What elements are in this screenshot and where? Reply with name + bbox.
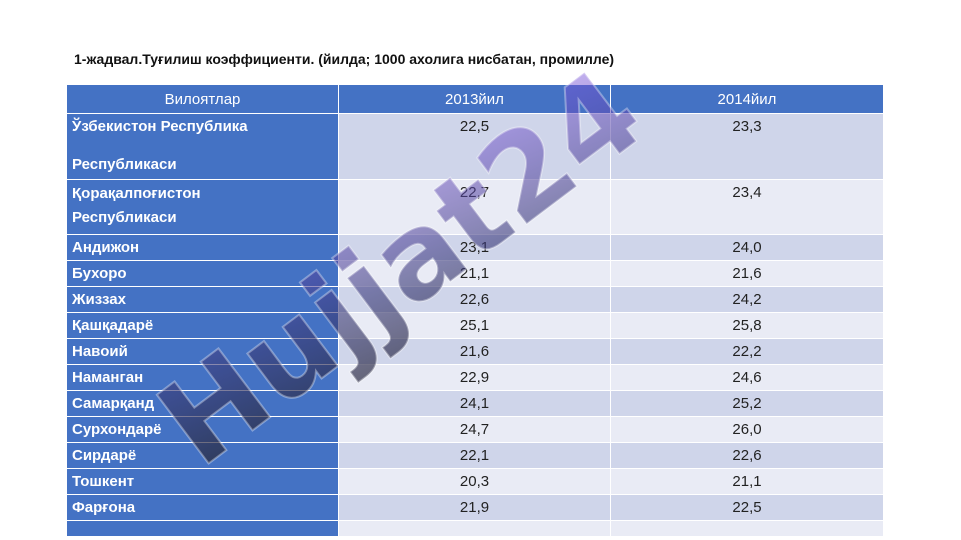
value-2014: 24,6 [610, 364, 884, 391]
region-cell: Самарқанд [66, 390, 339, 417]
value-2014: 25,8 [610, 312, 884, 339]
value-2014: 24,0 [610, 234, 884, 261]
value-2013: 25,1 [338, 312, 611, 339]
value-2013: 24,1 [338, 390, 611, 417]
table-row: Фарғона 21,9 22,5 [66, 494, 884, 521]
value-2014: 21,1 [610, 468, 884, 495]
region-cell: Қашқадарё [66, 312, 339, 339]
table-row: Андижон 23,1 24,0 [66, 234, 884, 261]
value-2013: 24,7 [338, 416, 611, 443]
value-2014 [610, 520, 884, 537]
table-row: Сурхондарё 24,7 26,0 [66, 416, 884, 443]
region-cell: Андижон [66, 234, 339, 261]
value-2014: 26,0 [610, 416, 884, 443]
value-2014: 23,4 [610, 179, 884, 235]
column-header-region: Вилоятлар [66, 85, 339, 114]
region-cell: Сурхондарё [66, 416, 339, 443]
region-cell: Фарғона [66, 494, 339, 521]
value-2013: 22,7 [338, 179, 611, 235]
region-cell: Навоий [66, 338, 339, 365]
value-2014: 21,6 [610, 260, 884, 287]
region-cell: Қорақалпоғистон Республикаси [66, 179, 339, 235]
value-2013: 23,1 [338, 234, 611, 261]
region-name-line2: Республикаси [72, 156, 177, 173]
value-2013 [338, 520, 611, 537]
table-row: Ўзбекистон Республика Республикаси 22,5 … [66, 113, 884, 180]
table-row: Жиззах 22,6 24,2 [66, 286, 884, 313]
table-row: Навоий 21,6 22,2 [66, 338, 884, 365]
column-header-2014: 2014йил [610, 85, 884, 114]
table-title: 1-жадвал.Туғилиш коэффициенти. (йилда; 1… [74, 51, 615, 67]
table-row: Бухоро 21,1 21,6 [66, 260, 884, 287]
region-cell: Сирдарё [66, 442, 339, 469]
region-name-line1: Ўзбекистон Республика [72, 118, 248, 135]
value-2013: 22,9 [338, 364, 611, 391]
value-2013: 21,9 [338, 494, 611, 521]
table-row: Наманган 22,9 24,6 [66, 364, 884, 391]
birth-rate-table: Вилоятлар 2013йил 2014йил Ўзбекистон Рес… [66, 85, 884, 537]
region-cell: Тошкент [66, 468, 339, 495]
table-row: Қашқадарё 25,1 25,8 [66, 312, 884, 339]
region-name-line1: Қорақалпоғистон [72, 185, 201, 202]
value-2014: 22,6 [610, 442, 884, 469]
value-2014: 24,2 [610, 286, 884, 313]
value-2013: 21,6 [338, 338, 611, 365]
value-2014: 25,2 [610, 390, 884, 417]
value-2013: 21,1 [338, 260, 611, 287]
table-row [66, 520, 884, 537]
region-cell: Бухоро [66, 260, 339, 287]
region-cell [66, 520, 339, 537]
table-row: Тошкент 20,3 21,1 [66, 468, 884, 495]
table-row: Самарқанд 24,1 25,2 [66, 390, 884, 417]
region-cell: Наманган [66, 364, 339, 391]
table-header-row: Вилоятлар 2013йил 2014йил [66, 85, 884, 114]
value-2014: 22,5 [610, 494, 884, 521]
table-row: Сирдарё 22,1 22,6 [66, 442, 884, 469]
value-2014: 22,2 [610, 338, 884, 365]
table-row: Қорақалпоғистон Республикаси 22,7 23,4 [66, 179, 884, 235]
value-2013: 22,5 [338, 113, 611, 180]
value-2013: 22,6 [338, 286, 611, 313]
value-2014: 23,3 [610, 113, 884, 180]
region-cell: Жиззах [66, 286, 339, 313]
region-name-line2: Республикаси [72, 209, 177, 226]
value-2013: 22,1 [338, 442, 611, 469]
column-header-2013: 2013йил [338, 85, 611, 114]
value-2013: 20,3 [338, 468, 611, 495]
region-cell: Ўзбекистон Республика Республикаси [66, 113, 339, 180]
